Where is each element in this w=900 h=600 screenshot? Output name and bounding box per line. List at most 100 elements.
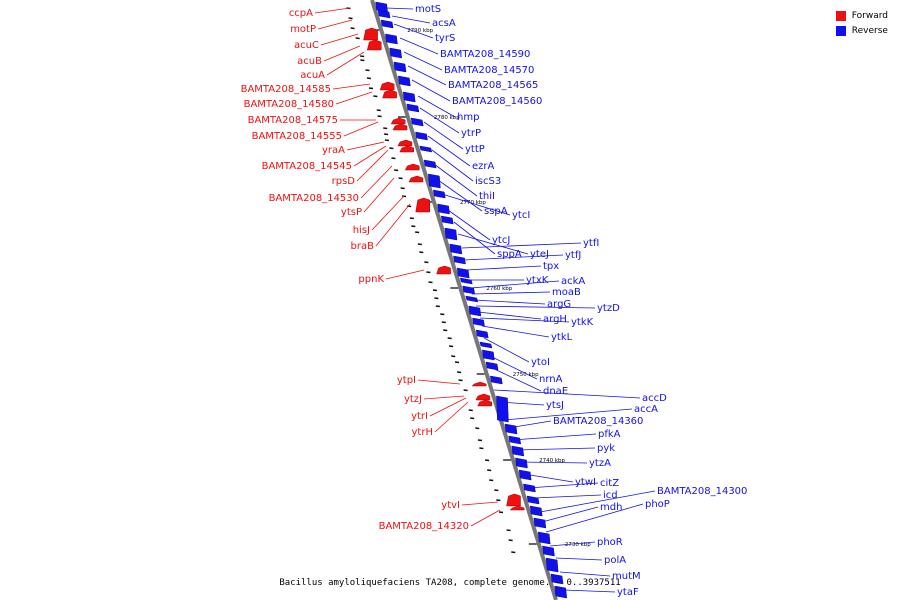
reverse-gene-block: [472, 317, 485, 327]
track-tick: [508, 539, 513, 542]
reverse-leader-line: [423, 121, 464, 150]
gene-label-rpsd: rpsD: [332, 176, 356, 187]
reverse-gene-block: [410, 117, 424, 127]
gene-label-ytej: yteJ: [530, 249, 549, 260]
track-tick: [409, 217, 414, 220]
reverse-swatch: [835, 25, 846, 36]
gene-label-tyrs: tyrS: [435, 33, 455, 44]
reverse-gene-block: [537, 531, 551, 545]
reverse-leader-line: [497, 401, 545, 406]
gene-label-argg: argG: [547, 299, 571, 310]
track-tick: [368, 87, 374, 90]
gene-label-acsa: acsA: [432, 18, 456, 29]
track-tick: [417, 243, 422, 246]
reverse-leader-line: [503, 408, 633, 421]
track-tick: [428, 281, 433, 284]
reverse-gene-block: [437, 203, 450, 215]
forward-leader-line: [314, 7, 351, 14]
gene-label-bamta208-14300: BAMTA208_14300: [657, 486, 747, 497]
forward-leader-line: [335, 91, 373, 105]
reverse-leader-line: [541, 506, 599, 523]
reverse-gene-block: [440, 215, 454, 225]
gene-label-ytvi: ytvI: [441, 500, 460, 511]
gene-label-bamta208-14565: BAMTA208_14565: [448, 80, 538, 91]
gene-label-bamta208-14570: BAMTA208_14570: [444, 65, 534, 76]
position-marker-label: 2770 kbp: [460, 200, 486, 206]
track-tick: [496, 499, 501, 502]
reverse-leader-line: [471, 291, 551, 295]
track-tick: [440, 313, 445, 316]
reverse-leader-line: [527, 482, 599, 489]
reverse-leader-line: [473, 299, 546, 305]
track-tick: [511, 551, 516, 554]
gene-label-thii: thiI: [479, 191, 495, 202]
gene-label-acuc: acuC: [294, 40, 319, 51]
reverse-gene-block: [402, 91, 416, 103]
gene-label-ytri: ytrI: [411, 411, 428, 422]
track-tick: [443, 329, 448, 332]
reverse-leader-line: [555, 557, 603, 561]
gene-label-ytcj: ytcJ: [492, 235, 510, 246]
reverse-gene-block: [385, 33, 398, 45]
reverse-gene-block: [423, 159, 437, 169]
forward-leader-line: [323, 45, 361, 62]
position-marker-label: 2740 kbp: [539, 458, 565, 464]
gene-label-acka: ackA: [561, 276, 585, 287]
gene-label-ytci: ytcI: [512, 210, 530, 221]
reverse-gene-block: [479, 341, 493, 349]
gene-label-ytxk: ytxK: [526, 275, 549, 286]
reverse-gene-block: [398, 75, 411, 87]
reverse-gene-block: [415, 131, 428, 141]
forward-leader-line: [423, 395, 465, 400]
gene-label-argh: argH: [543, 314, 567, 325]
forward-leader-line: [326, 51, 365, 76]
track-tick: [376, 109, 381, 112]
legend-forward: Forward: [835, 8, 888, 23]
forward-leader-line: [417, 379, 461, 385]
reverse-leader-line: [411, 79, 451, 102]
gene-label-sspa: sspA: [484, 206, 508, 217]
gene-label-moab: moaB: [552, 287, 581, 298]
reverse-leader-line: [417, 95, 456, 118]
forward-gene-block: [471, 381, 487, 387]
track-tick: [360, 59, 365, 62]
position-marker-label: 2730 kbp: [565, 542, 591, 548]
track-tick: [400, 187, 405, 190]
forward-leader-line: [317, 19, 353, 30]
gene-label-dnae: dnaE: [543, 386, 568, 397]
track-tick: [426, 271, 431, 274]
reverse-gene-block: [393, 61, 407, 73]
reverse-leader-line: [483, 337, 530, 363]
gene-label-phop: phoP: [645, 499, 670, 510]
gene-label-pola: polA: [604, 555, 626, 566]
track-tick: [434, 297, 439, 300]
gene-label-mutm: mutM: [612, 571, 641, 582]
forward-leader-line: [320, 33, 359, 46]
track-tick: [475, 427, 480, 430]
reverse-leader-line: [563, 589, 616, 593]
track-tick: [365, 69, 370, 72]
forward-gene-block: [392, 123, 408, 131]
track-tick: [454, 361, 460, 364]
reverse-gene-block: [432, 189, 446, 199]
reverse-leader-line: [433, 163, 478, 197]
forward-leader-line: [346, 141, 385, 151]
gene-label-mdh: mdh: [600, 502, 622, 513]
forward-gene-block: [366, 39, 382, 51]
gene-label-ppnk: ppnK: [358, 274, 384, 285]
position-marker-label: 2750 kbp: [513, 372, 539, 378]
reverse-gene-block: [542, 545, 555, 557]
forward-leader-line: [363, 177, 395, 213]
gene-label-bamta208-14360: BAMTA208_14360: [553, 416, 643, 427]
gene-label-yttp: yttP: [465, 144, 485, 155]
forward-gene-block: [475, 393, 491, 401]
track-tick: [350, 27, 355, 30]
reverse-gene-block: [428, 173, 441, 189]
forward-gene-block: [436, 265, 451, 275]
track-tick: [377, 115, 382, 118]
track-tick: [366, 77, 372, 80]
gene-label-sppa: sppA: [497, 249, 522, 260]
track-tick: [373, 95, 378, 98]
position-marker-label: 2760 kbp: [486, 286, 512, 292]
reverse-leader-line: [523, 473, 574, 483]
